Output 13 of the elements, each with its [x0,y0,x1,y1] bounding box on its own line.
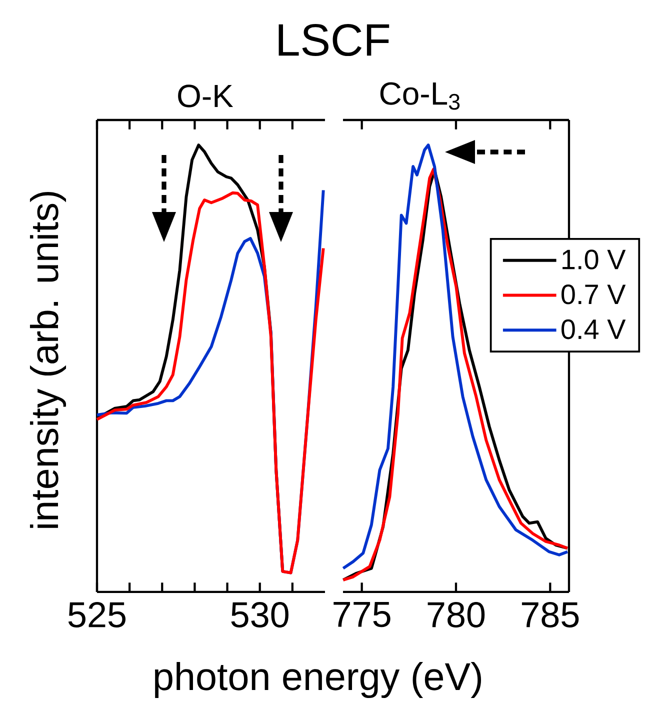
legend-label: 0.4 V [562,319,626,340]
x-tick-label: 775 [334,602,390,628]
x-tick-label: 780 [428,602,485,628]
x-tick-label: 525 [68,602,126,628]
x-axis-title: photon energy (eV) [154,662,482,698]
x-tick-label: 785 [522,602,579,628]
x-tick-label: 530 [231,602,288,628]
chart-title: LSCF [278,24,390,56]
chart-subtitle: Co-L$_{3}$ [380,82,460,110]
y-axis-title: intensity (arb. units) [30,192,66,528]
chart-subtitle: O-K [178,84,234,108]
legend-label: 0.7 V [562,284,626,304]
legend-label: 1.0 V [562,250,626,270]
